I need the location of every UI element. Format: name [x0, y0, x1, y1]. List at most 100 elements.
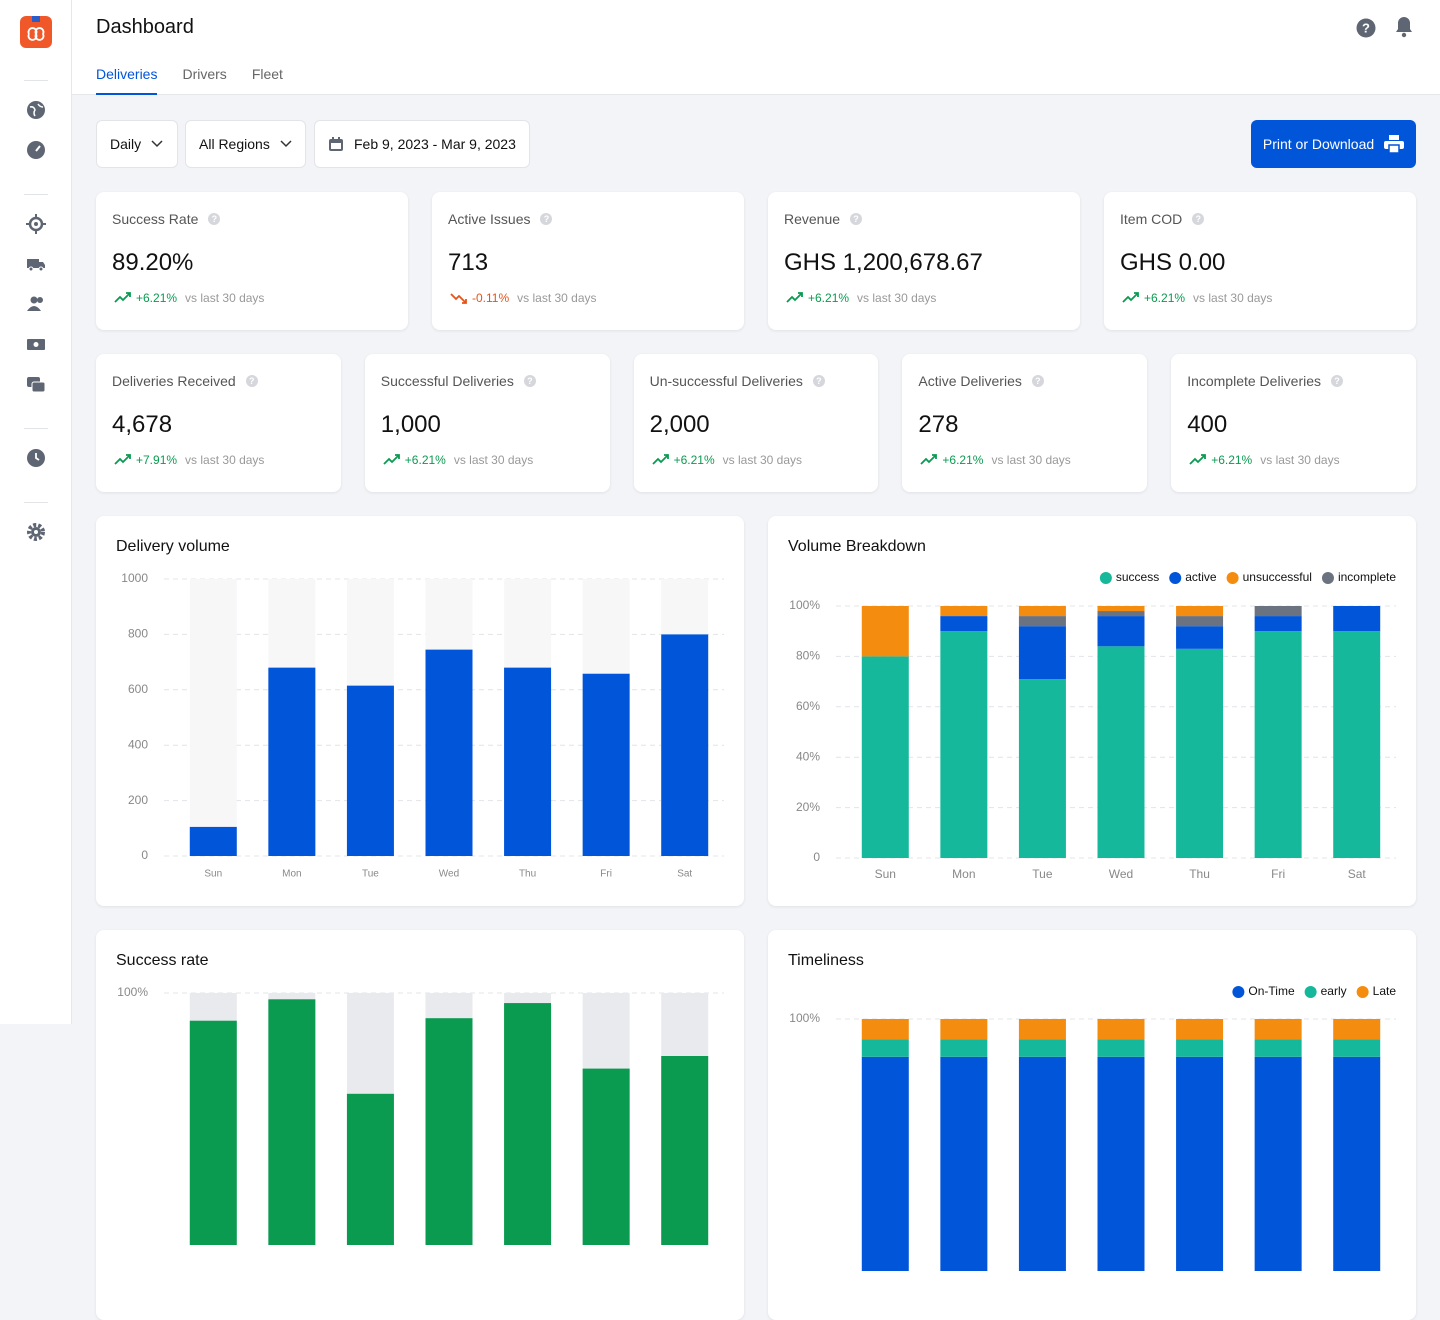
filter-text: All Regions: [199, 136, 270, 152]
nav-target[interactable]: [26, 214, 46, 234]
filter-text: Daily: [110, 136, 142, 152]
kpi-label: Un-successful Deliveries: [649, 373, 803, 389]
bar-segment: [1018, 1039, 1066, 1057]
tab[interactable]: Deliveries: [96, 66, 158, 95]
legend-swatch: [1232, 986, 1245, 998]
kpi-comparison: vs last 30 days: [722, 453, 803, 467]
y-tick-label: 20%: [796, 800, 820, 814]
x-tick-label: Sat: [1348, 867, 1367, 881]
bar-segment: [940, 631, 988, 858]
legend-swatch: [1169, 572, 1182, 584]
kpi-row: Deliveries Received? 4,678 +7.91% vs last 3…: [96, 354, 1416, 492]
trend-icon: [450, 293, 467, 304]
page-title: Dashboard: [96, 16, 194, 38]
chart: Success rate 100%: [116, 952, 724, 1245]
chart-card: Timeliness 100% Late early On-Time: [768, 930, 1416, 1320]
kpi-label: Incomplete Deliveries: [1187, 373, 1322, 389]
nav-settings[interactable]: [26, 522, 46, 542]
x-tick-label: Wed: [1109, 867, 1133, 881]
legend-swatch: [1226, 572, 1239, 584]
bar-segment: [1333, 1039, 1381, 1057]
nav-clock[interactable]: [26, 448, 46, 468]
notifications-icon[interactable]: [1394, 16, 1414, 38]
trend-icon: [383, 454, 400, 465]
help-icon: ?: [1331, 375, 1344, 387]
y-tick-label: 100%: [789, 598, 820, 612]
trend-icon: [1189, 454, 1207, 465]
kpi-label: Success Rate: [112, 211, 199, 227]
region-filter[interactable]: All Regions: [185, 120, 306, 168]
y-tick-label: 600: [128, 682, 148, 696]
kpi-comparison: vs last 30 days: [453, 453, 534, 467]
tab[interactable]: Fleet: [251, 66, 283, 82]
bar: [582, 673, 630, 856]
bar-segment: [1018, 616, 1066, 627]
kpi-change: +6.21%: [1211, 453, 1253, 467]
y-tick-label: 1000: [121, 571, 148, 585]
bar-segment: [1097, 616, 1145, 647]
kpi-label-row: Active Deliveries?: [918, 373, 1044, 389]
kpi-card: Un-successful Deliveries? 2,000 +6.21% vs l…: [633, 354, 879, 492]
chart: Timeliness 100% Late early On-Time: [788, 952, 1397, 1271]
y-tick-label: 200: [128, 793, 148, 807]
separator: [24, 80, 48, 81]
legend-swatch: [1321, 572, 1334, 584]
nav-cash[interactable]: [26, 334, 46, 354]
chevron: [280, 140, 292, 148]
period-filter[interactable]: Daily: [96, 120, 178, 168]
bar-segment: [861, 1056, 909, 1271]
help-icon: ?: [812, 375, 825, 387]
bar-segment: [1097, 611, 1145, 617]
nav-speed[interactable]: [26, 140, 46, 160]
x-tick-label: Thu: [1189, 867, 1210, 881]
bar-segment: [940, 616, 988, 632]
nav-globe[interactable]: [26, 100, 46, 120]
help-icon[interactable]: ?: [1356, 18, 1376, 38]
chart-title: Delivery volume: [116, 538, 230, 555]
bar: [504, 1003, 552, 1245]
bar-segment: [861, 656, 909, 858]
bar: [346, 685, 394, 856]
y-tick-label: 400: [128, 737, 148, 751]
y-tick-label: 40%: [796, 749, 820, 763]
legend-label: success: [1116, 570, 1159, 584]
legend-label: Late: [1373, 984, 1397, 998]
kpi-label-row: Revenue?: [784, 211, 863, 227]
bar-segment: [1018, 1056, 1066, 1271]
help-icon: ?: [523, 375, 536, 387]
bar-segment: [1254, 1039, 1302, 1057]
help-icon: ?: [1031, 375, 1044, 387]
bar-segment: [1018, 626, 1066, 680]
bar-segment: [940, 1056, 988, 1271]
kpi-label-row: Deliveries Received?: [112, 373, 258, 389]
legend-label: unsuccessful: [1243, 570, 1312, 584]
y-tick-label: 100%: [117, 985, 148, 999]
nav-chat[interactable]: [26, 374, 46, 394]
kpi-change: +6.21%: [673, 453, 715, 467]
help-icon: ?: [245, 375, 258, 387]
legend-swatch: [1099, 572, 1112, 584]
bar-segment: [1176, 648, 1224, 858]
nav-users[interactable]: [26, 294, 46, 314]
kpi-label-row: Item COD?: [1120, 211, 1205, 227]
print-button[interactable]: Print or Download: [1251, 120, 1416, 168]
logo[interactable]: [20, 16, 52, 48]
kpi-card: Active Issues? 713 -0.11% vs last 30 days: [432, 192, 744, 330]
bar-segment: [1018, 679, 1066, 858]
tabs: Deliveries Drivers Fleet: [96, 66, 283, 95]
date-filter[interactable]: Feb 9, 2023 - Mar 9, 2023: [314, 120, 530, 168]
kpi-change: +6.21%: [1144, 291, 1186, 305]
trend-icon: [786, 292, 803, 303]
bar-segment: [940, 1019, 988, 1040]
legend-swatch: [1304, 986, 1317, 998]
nav-truck[interactable]: [26, 254, 46, 274]
kpi-value: 2,000: [649, 411, 710, 438]
bar-segment: [1333, 606, 1381, 632]
chart-card: Delivery volume 0 200 400 600 800 1000 Sun Mon Tu…: [96, 516, 744, 906]
bar: [425, 1018, 473, 1245]
bar: [189, 826, 237, 856]
tab[interactable]: Drivers: [182, 66, 227, 82]
kpi-label: Successful Deliveries: [380, 373, 514, 389]
kpi-label: Active Issues: [448, 211, 531, 227]
kpi-value: 1,000: [380, 411, 441, 438]
